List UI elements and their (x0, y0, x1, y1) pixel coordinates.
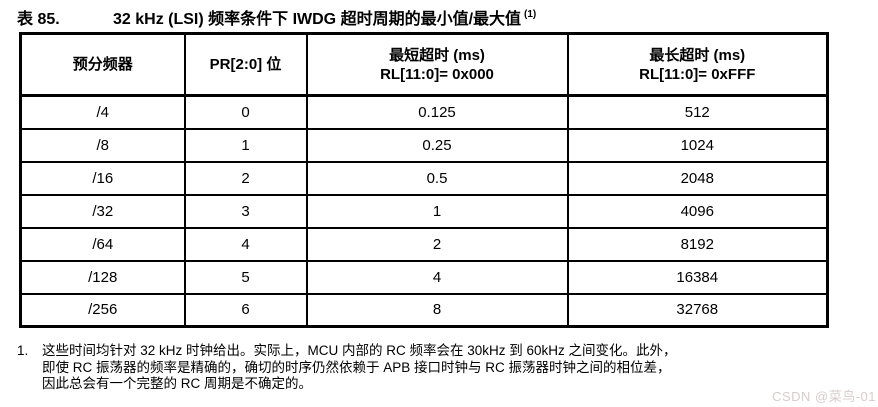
table-cell: 512 (566, 94, 829, 130)
table-cell: /16 (19, 160, 186, 196)
table-caption: 表 85. 32 kHz (LSI) 频率条件下 IWDG 超时周期的最小值/最大… (17, 5, 536, 29)
header-row: 预分频器 PR[2:0] 位 最短超时 (ms) RL[11:0]= 0x000… (19, 32, 829, 97)
table-row: /4 0 0.125 512 (19, 94, 829, 130)
table-cell: /4 (19, 94, 186, 130)
table-row: /256 6 8 32768 (19, 292, 829, 328)
table-cell: 4 (183, 226, 308, 262)
table-cell: /256 (19, 292, 186, 328)
footnote-text: 这些时间均针对 32 kHz 时钟给出。实际上，MCU 内部的 RC 频率会在 … (42, 343, 869, 393)
table-cell: 32768 (566, 292, 829, 328)
table-row: /32 3 1 4096 (19, 193, 829, 229)
table-cell: /32 (19, 193, 186, 229)
table-cell: 3 (183, 193, 308, 229)
table-row: /128 5 4 16384 (19, 259, 829, 295)
header-cell-prescaler: 预分频器 (19, 32, 186, 97)
table-cell: 4 (305, 259, 569, 295)
footnote-reference: (1) (524, 9, 537, 20)
table-cell: 8192 (566, 226, 829, 262)
table-cell: 4096 (566, 193, 829, 229)
header-text-line1: 最长超时 (ms) (649, 46, 746, 64)
table-cell: 5 (183, 259, 308, 295)
footnote: 1. 这些时间均针对 32 kHz 时钟给出。实际上，MCU 内部的 RC 频率… (17, 343, 869, 393)
table-cell: 16384 (566, 259, 829, 295)
csdn-watermark: CSDN @菜鸟-01 (772, 389, 876, 404)
table-row: /8 1 0.25 1024 (19, 127, 829, 163)
iwdg-timeout-table: 预分频器 PR[2:0] 位 最短超时 (ms) RL[11:0]= 0x000… (19, 32, 829, 328)
table-cell: /128 (19, 259, 186, 295)
table-cell: 8 (305, 292, 569, 328)
table-cell: 2048 (566, 160, 829, 196)
footnote-line: 这些时间均针对 32 kHz 时钟给出。实际上，MCU 内部的 RC 频率会在 … (42, 343, 677, 358)
table-title: 32 kHz (LSI) 频率条件下 IWDG 超时周期的最小值/最大值 (113, 11, 522, 28)
table-cell: 1 (305, 193, 569, 229)
table-row: /64 4 2 8192 (19, 226, 829, 262)
table-cell: 0.125 (305, 94, 569, 130)
footnote-line: 即使 RC 振荡器的频率是精确的，确切的时序仍然依赖于 APB 接口时钟与 RC… (42, 359, 671, 375)
header-text: 预分频器 (72, 56, 133, 73)
header-text: PR[2:0] 位 (209, 56, 282, 73)
header-cell-min-timeout: 最短超时 (ms) RL[11:0]= 0x000 (305, 32, 569, 97)
table-row: /16 2 0.5 2048 (19, 160, 829, 196)
header-cell-max-timeout: 最长超时 (ms) RL[11:0]= 0xFFF (566, 32, 829, 97)
footnote-number: 1. (17, 343, 29, 358)
header-text-line2: RL[11:0]= 0x000 (380, 65, 494, 83)
table-number: 表 85. (17, 11, 60, 28)
header-cell-pr-bits: PR[2:0] 位 (183, 32, 308, 97)
table-cell: /64 (19, 226, 186, 262)
table-cell: 1024 (566, 127, 829, 163)
table-cell: 2 (305, 226, 569, 262)
table-cell: 0 (183, 94, 308, 130)
table-cell: 6 (183, 292, 308, 328)
table-cell: 1 (183, 127, 308, 163)
table-cell: 0.25 (305, 127, 569, 163)
table-cell: 0.5 (305, 160, 569, 196)
header-text-line1: 最短超时 (ms) (389, 46, 485, 64)
table-cell: /8 (19, 127, 186, 163)
footnote-line: 因此总会有一个完整的 RC 周期是不确定的。 (42, 376, 312, 391)
table-cell: 2 (183, 160, 308, 196)
header-text-line2: RL[11:0]= 0xFFF (639, 65, 756, 83)
